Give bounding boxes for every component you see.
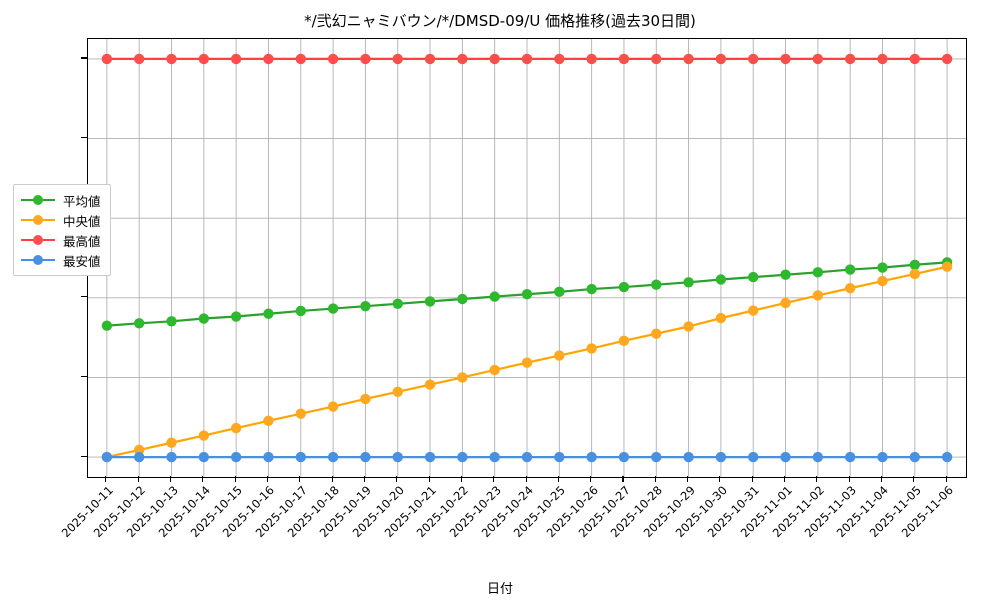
x-tick-mark: [816, 476, 818, 482]
x-tick-mark: [880, 476, 883, 482]
legend-item-0[interactable]: 平均値: [21, 190, 101, 210]
x-tick-mark: [848, 476, 850, 482]
x-tick-mark: [493, 476, 495, 482]
y-tick-mark: [81, 296, 87, 298]
x-axis-label: 日付: [486, 582, 513, 597]
x-tick-mark: [525, 476, 527, 482]
x-tick-mark: [105, 476, 107, 482]
chart-title: */弐幻ニャミバウン/*/DMSD-09/U 価格推移(過去30日間): [304, 12, 696, 30]
x-tick-mark: [687, 476, 689, 482]
x-tick-mark: [202, 476, 204, 482]
plot-area: [87, 38, 967, 478]
x-tick-mark: [234, 476, 236, 482]
legend-marker-icon: [21, 193, 55, 207]
x-tick-mark: [396, 476, 398, 482]
x-tick-mark: [266, 476, 269, 482]
x-tick-mark: [945, 476, 947, 482]
x-tick-mark: [331, 476, 333, 482]
series-0: [101, 257, 953, 331]
x-tick-mark: [784, 476, 786, 482]
series-1: [101, 261, 953, 463]
x-tick-mark: [363, 476, 365, 482]
x-tick-mark: [622, 476, 624, 482]
legend-label: 最高値: [63, 233, 101, 249]
series-2: [101, 53, 953, 65]
x-tick-mark: [299, 476, 301, 482]
y-tick-mark: [81, 137, 87, 139]
x-tick-mark: [137, 476, 139, 482]
legend-item-2[interactable]: 最高値: [21, 230, 101, 250]
legend-item-1[interactable]: 中央値: [21, 210, 101, 230]
x-tick-mark: [428, 476, 430, 482]
x-tick-mark: [460, 476, 462, 482]
legend-label: 最安値: [63, 253, 101, 269]
x-tick-mark: [654, 476, 656, 482]
legend-marker-icon: [21, 253, 55, 267]
y-tick-mark: [81, 57, 87, 59]
legend-label: 平均値: [63, 193, 101, 209]
legend-marker-icon: [21, 213, 55, 227]
series-3: [101, 451, 953, 463]
legend-label: 中央値: [63, 213, 101, 229]
x-tick-mark: [170, 476, 172, 482]
chart-canvas: [88, 39, 966, 477]
y-tick-mark: [81, 375, 87, 378]
x-tick-mark: [719, 476, 721, 482]
chart-legend: 平均値中央値最高値最安値: [13, 184, 111, 276]
x-tick-mark: [557, 476, 559, 482]
x-tick-mark: [751, 476, 753, 482]
x-tick-mark: [913, 476, 915, 482]
legend-marker-icon: [21, 233, 55, 247]
legend-item-3[interactable]: 最安値: [21, 250, 101, 270]
x-tick-mark: [590, 476, 592, 482]
y-tick-mark: [81, 455, 87, 457]
